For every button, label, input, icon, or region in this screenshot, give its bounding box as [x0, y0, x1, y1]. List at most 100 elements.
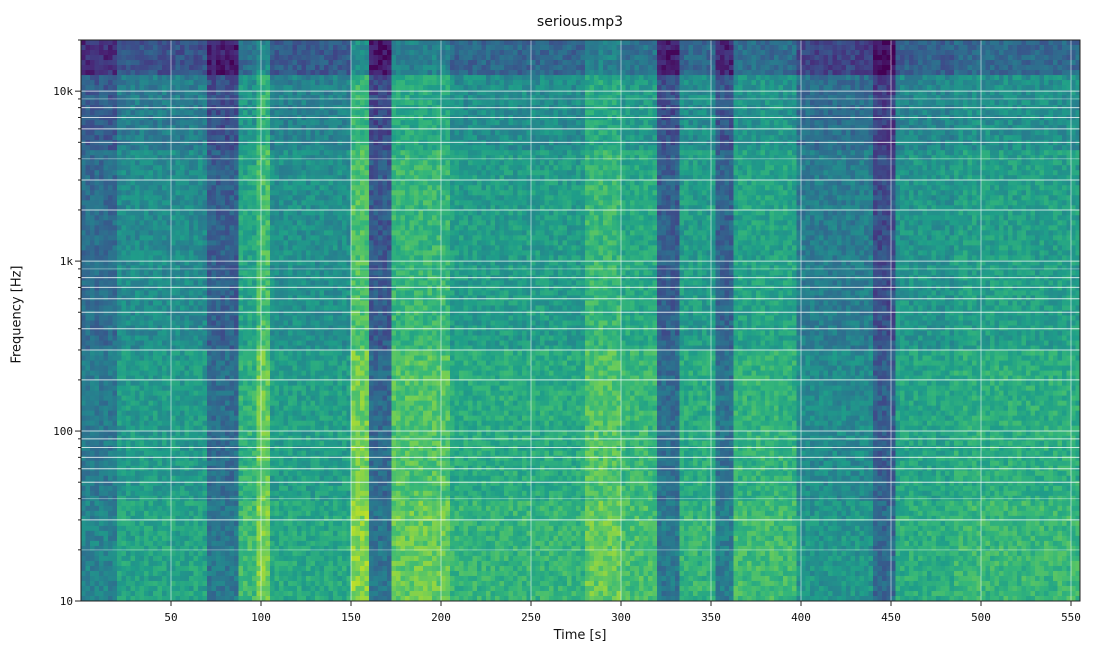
- heatmap-cell: [108, 40, 113, 46]
- heatmap-cell: [95, 285, 100, 291]
- heatmap-cell: [140, 521, 145, 527]
- heatmap-cell: [113, 65, 118, 71]
- heatmap-cell: [135, 60, 140, 66]
- heatmap-cell: [90, 421, 95, 427]
- heatmap-cell: [90, 481, 95, 487]
- heatmap-cell: [86, 70, 91, 76]
- heatmap-cell: [140, 461, 145, 467]
- heatmap-cell: [135, 591, 140, 597]
- heatmap-cell: [99, 531, 104, 537]
- heatmap-cell: [95, 290, 100, 296]
- heatmap-cell: [135, 100, 140, 106]
- heatmap-cell: [95, 145, 100, 151]
- heatmap-cell: [81, 290, 86, 296]
- heatmap-cell: [99, 471, 104, 477]
- heatmap-cell: [131, 451, 136, 457]
- heatmap-cell: [144, 135, 149, 141]
- heatmap-cell: [99, 411, 104, 417]
- heatmap-cell: [81, 160, 86, 166]
- heatmap-cell: [113, 451, 118, 457]
- heatmap-cell: [99, 371, 104, 377]
- heatmap-cell: [140, 295, 145, 301]
- heatmap-cell: [95, 391, 100, 397]
- heatmap-cell: [126, 80, 131, 86]
- heatmap-cell: [140, 130, 145, 136]
- heatmap-cell: [90, 155, 95, 161]
- heatmap-cell: [126, 566, 131, 572]
- heatmap-cell: [113, 215, 118, 221]
- heatmap-cell: [90, 125, 95, 131]
- heatmap-cell: [90, 180, 95, 186]
- heatmap-cell: [135, 215, 140, 221]
- heatmap-cell: [104, 571, 109, 577]
- heatmap-cell: [81, 366, 86, 372]
- heatmap-cell: [86, 441, 91, 447]
- heatmap-cell: [86, 551, 91, 557]
- heatmap-cell: [108, 391, 113, 397]
- heatmap-cell: [135, 396, 140, 402]
- heatmap-cell: [95, 255, 100, 261]
- heatmap-cell: [108, 511, 113, 517]
- heatmap-cell: [122, 270, 127, 276]
- heatmap-cell: [135, 351, 140, 357]
- heatmap-cell: [126, 70, 131, 76]
- heatmap-cell: [81, 461, 86, 467]
- heatmap-cell: [117, 461, 122, 467]
- heatmap-cell: [99, 521, 104, 527]
- heatmap-cell: [126, 275, 131, 281]
- heatmap-cell: [81, 180, 86, 186]
- heatmap-cell: [108, 65, 113, 71]
- heatmap-cell: [144, 130, 149, 136]
- heatmap-cell: [86, 401, 91, 407]
- heatmap-cell: [135, 491, 140, 497]
- heatmap-cell: [140, 240, 145, 246]
- heatmap-cell: [99, 381, 104, 387]
- heatmap-cell: [131, 155, 136, 161]
- heatmap-cell: [117, 120, 122, 126]
- heatmap-cell: [135, 120, 140, 126]
- heatmap-cell: [99, 265, 104, 271]
- heatmap-cell: [95, 165, 100, 171]
- heatmap-cell: [95, 456, 100, 462]
- heatmap-cell: [81, 255, 86, 261]
- heatmap-cell: [113, 210, 118, 216]
- heatmap-cell: [113, 290, 118, 296]
- heatmap-cell: [140, 411, 145, 417]
- heatmap-cell: [90, 110, 95, 116]
- heatmap-cell: [140, 506, 145, 512]
- heatmap-cell: [117, 230, 122, 236]
- heatmap-cell: [117, 165, 122, 171]
- heatmap-cell: [86, 586, 91, 592]
- heatmap-cell: [108, 180, 113, 186]
- heatmap-cell: [99, 476, 104, 482]
- heatmap-cell: [113, 275, 118, 281]
- heatmap-cell: [104, 45, 109, 51]
- heatmap-cell: [99, 120, 104, 126]
- heatmap-cell: [99, 250, 104, 256]
- heatmap-cell: [135, 501, 140, 507]
- heatmap-cell: [131, 185, 136, 191]
- heatmap-cell: [122, 396, 127, 402]
- heatmap-cell: [135, 481, 140, 487]
- heatmap-cell: [95, 40, 100, 46]
- heatmap-cell: [131, 225, 136, 231]
- heatmap-cell: [90, 270, 95, 276]
- heatmap-cell: [140, 40, 145, 46]
- heatmap-cell: [86, 356, 91, 362]
- heatmap-cell: [113, 60, 118, 66]
- heatmap-cell: [95, 130, 100, 136]
- heatmap-cell: [126, 295, 131, 301]
- heatmap-cell: [117, 416, 122, 422]
- heatmap-cell: [131, 591, 136, 597]
- heatmap-cell: [140, 170, 145, 176]
- heatmap-cell: [113, 336, 118, 342]
- heatmap-cell: [108, 556, 113, 562]
- heatmap-cell: [126, 506, 131, 512]
- heatmap-cell: [117, 491, 122, 497]
- heatmap-cell: [81, 235, 86, 241]
- heatmap-cell: [108, 100, 113, 106]
- heatmap-cell: [126, 511, 131, 517]
- heatmap-cell: [113, 446, 118, 452]
- heatmap-cell: [86, 341, 91, 347]
- heatmap-cell: [113, 321, 118, 327]
